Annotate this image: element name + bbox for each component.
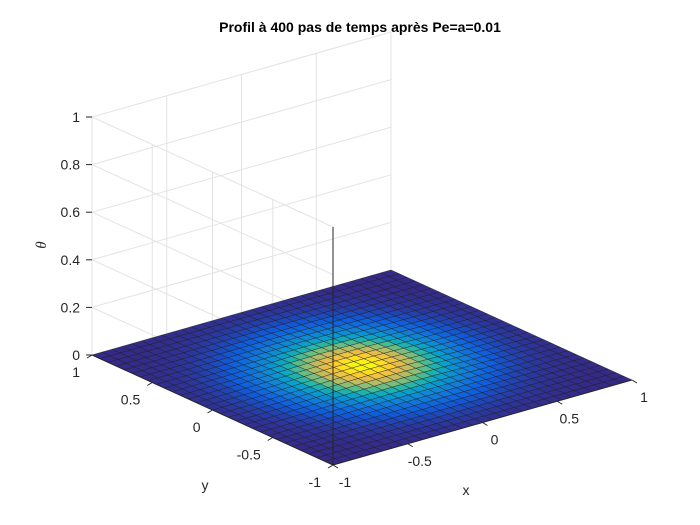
y-tick-mark [267,437,274,441]
x-tick-mark [556,400,563,405]
z-tick-label: 0.8 [61,157,81,173]
chart-title: Profil à 400 pas de temps après Pe=a=0.0… [219,19,501,35]
y-tick-mark [327,464,334,469]
z-tick-label: 0.4 [61,252,81,268]
y-tick-label: 0 [193,419,201,435]
x-tick-label: 1 [640,389,648,405]
y-tick-label: 0.5 [121,392,141,408]
y-axis-label: y [202,477,209,493]
x-tick-label: 0 [491,432,499,448]
x-tick-mark [631,379,638,384]
axis-lines [86,116,638,469]
x-tick-label: -1 [339,474,352,490]
x-tick-mark [332,464,339,469]
x-tick-mark [407,443,414,448]
y-tick-label: -0.5 [237,447,261,463]
surface-mesh [91,269,633,466]
x-axis-label: x [463,482,470,498]
y-tick-mark [146,382,153,386]
z-tick-label: 0.2 [61,299,81,315]
z-tick-label: 1 [72,109,80,125]
y-tick-label: -1 [309,474,322,490]
x-tick-label: 0.5 [560,410,580,426]
z-tick-label: 0 [72,347,80,363]
y-tick-mark [207,409,213,414]
z-axis-label: θ [34,241,50,249]
x-tick-label: -0.5 [408,453,432,469]
y-tick-label: 1 [72,364,80,380]
x-tick-mark [482,422,488,426]
y-tick-mark [86,354,93,359]
tick-labels: 0 0.2 0.4 0.6 0.8 1 -1 -0.5 0 0.5 1 -1 -0.5 0 0.5 1 [61,109,649,490]
z-tick-label: 0.6 [61,204,81,220]
